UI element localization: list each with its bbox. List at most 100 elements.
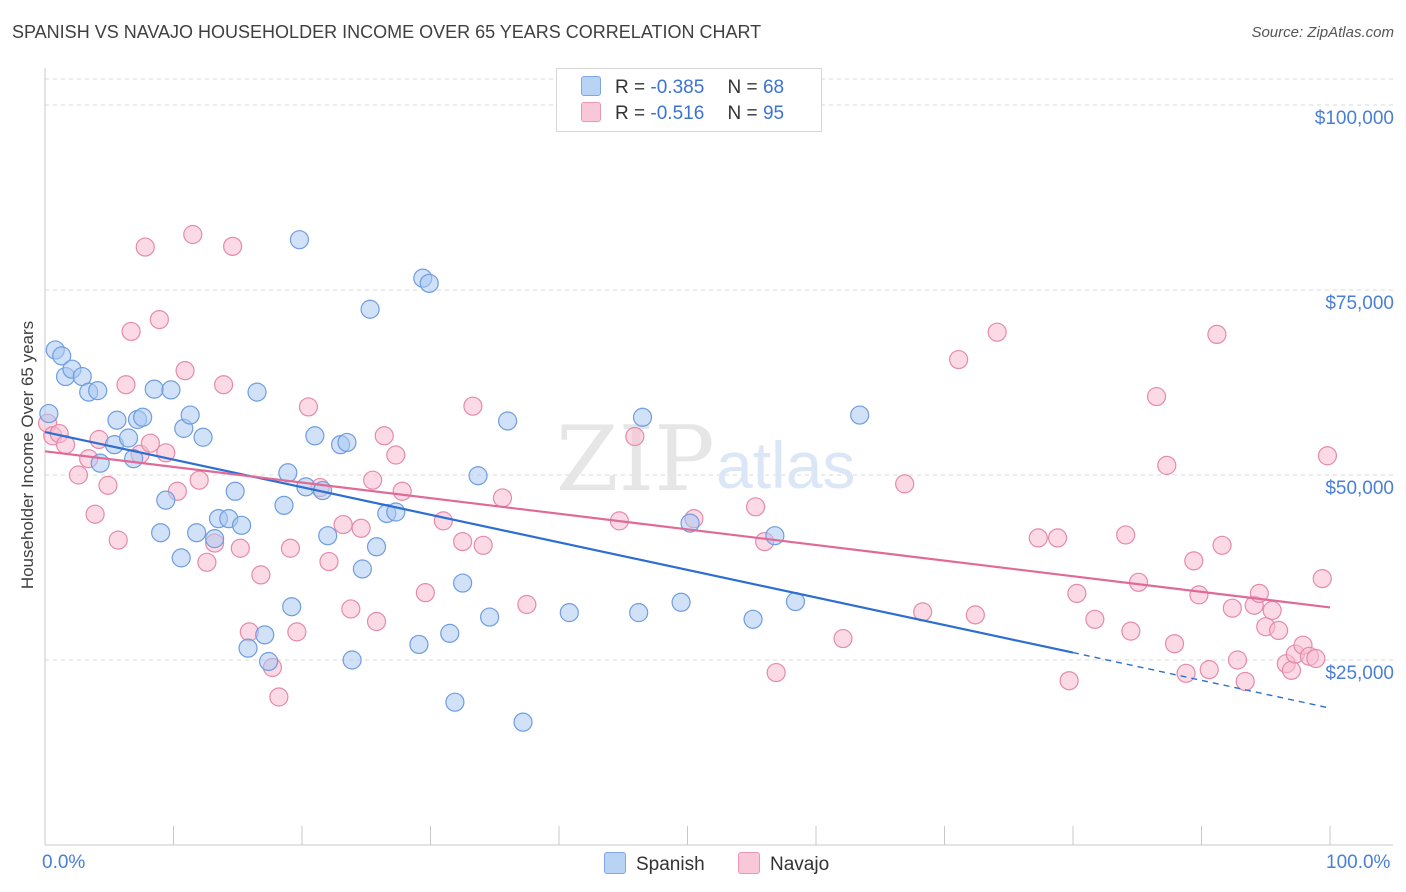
navajo-point — [746, 497, 766, 517]
spanish-point — [352, 559, 372, 579]
navajo-point — [149, 310, 169, 330]
spanish-point — [205, 529, 225, 549]
spanish-point — [337, 432, 357, 453]
spanish-point — [850, 405, 870, 425]
spanish-point — [187, 523, 207, 543]
spanish-n-label: N = — [727, 77, 758, 98]
spanish-point — [156, 490, 176, 510]
navajo-point — [183, 224, 203, 245]
spanish-point — [193, 427, 213, 447]
spanish-point — [247, 382, 267, 402]
navajo-point — [415, 583, 435, 603]
navajo-point — [287, 622, 307, 642]
navajo-point — [108, 530, 128, 550]
spanish-trend-line — [44, 431, 1074, 654]
navajo-point — [230, 538, 250, 558]
grid-lines — [45, 78, 1393, 661]
navajo-point — [121, 321, 141, 342]
spanish-point — [409, 634, 429, 655]
navajo-point — [1317, 446, 1338, 466]
navajo-point — [1059, 671, 1079, 691]
navajo-point — [1146, 386, 1167, 407]
bottom-legend-spanish: Spanish — [604, 852, 705, 876]
spanish-point — [107, 410, 127, 430]
zipatlas-watermark: ZIP atlas — [556, 407, 855, 512]
spanish-r-label: R = — [615, 77, 646, 98]
navajo-point — [1164, 634, 1185, 654]
navajo-n-value: 95 — [762, 103, 785, 124]
spanish-point — [171, 548, 191, 568]
spanish-point — [144, 379, 164, 399]
navajo-point — [1281, 660, 1302, 680]
navajo-point — [197, 552, 217, 572]
spanish-point — [480, 607, 500, 627]
navajo-legend-label: Navajo — [770, 854, 830, 875]
navajo-point — [223, 236, 243, 256]
navajo-point — [374, 426, 394, 446]
spanish-point — [232, 515, 252, 535]
navajo-n-label: N = — [727, 103, 758, 124]
x-tick-max: 100.0% — [1326, 852, 1391, 873]
bottom-legend-navajo: Navajo — [738, 852, 829, 876]
navajo-point — [140, 433, 160, 453]
navajo-point — [949, 349, 969, 370]
navajo-point — [1199, 660, 1219, 680]
source-label: Source: ZipAtlas.com — [1251, 24, 1394, 41]
navajo-r-label: R = — [615, 103, 646, 124]
navajo-point — [492, 488, 513, 508]
watermark-zip: ZIP — [556, 407, 715, 512]
spanish-point — [765, 526, 785, 546]
navajo-points — [37, 224, 1338, 707]
navajo-point — [280, 538, 301, 558]
navajo-point — [453, 531, 473, 552]
navajo-r-value: -0.516 — [650, 103, 705, 124]
spanish-point — [342, 650, 362, 670]
spanish-swatch — [581, 76, 601, 96]
spanish-point — [743, 609, 763, 629]
spanish-point — [52, 346, 72, 366]
x-tick-min: 0.0% — [42, 852, 86, 873]
navajo-point — [833, 628, 853, 649]
navajo-point — [473, 535, 493, 555]
navajo-point — [386, 445, 406, 465]
navajo-point — [965, 605, 985, 625]
spanish-point — [39, 403, 59, 424]
spanish-point — [513, 712, 533, 732]
spanish-point — [632, 407, 653, 427]
navajo-point — [1116, 525, 1136, 545]
spanish-point — [445, 692, 465, 712]
navajo-point — [1028, 528, 1048, 548]
spanish-point — [419, 273, 439, 293]
navajo-point — [1085, 609, 1105, 629]
spanish-point — [258, 651, 279, 672]
navajo-point — [116, 375, 136, 395]
spanish-point — [161, 380, 181, 400]
spanish-point — [559, 603, 579, 623]
navajo-point — [135, 237, 155, 257]
navajo-point — [1306, 648, 1326, 669]
spanish-legend-swatch — [604, 852, 626, 874]
navajo-point — [895, 474, 915, 494]
spanish-point — [680, 513, 700, 533]
navajo-point — [68, 465, 89, 485]
navajo-point — [269, 687, 289, 707]
stats-legend: R = -0.385 N = 68 R = -0.516 N = 95 — [556, 68, 822, 132]
navajo-point — [175, 361, 195, 381]
spanish-point — [274, 495, 294, 515]
navajo-point — [1268, 620, 1289, 641]
spanish-point — [440, 623, 460, 643]
navajo-point — [625, 426, 645, 447]
navajo-point — [987, 322, 1007, 342]
spanish-point — [318, 526, 338, 546]
spanish-point — [238, 638, 258, 658]
navajo-point — [1207, 324, 1227, 344]
spanish-point — [180, 405, 200, 425]
navajo-point — [1128, 572, 1149, 592]
navajo-trend-line — [44, 450, 1331, 609]
spanish-point — [88, 381, 108, 401]
navajo-point — [333, 514, 353, 535]
navajo-point — [1262, 600, 1282, 621]
navajo-legend-swatch — [738, 852, 760, 874]
navajo-point — [517, 594, 537, 615]
spanish-point — [282, 597, 302, 617]
